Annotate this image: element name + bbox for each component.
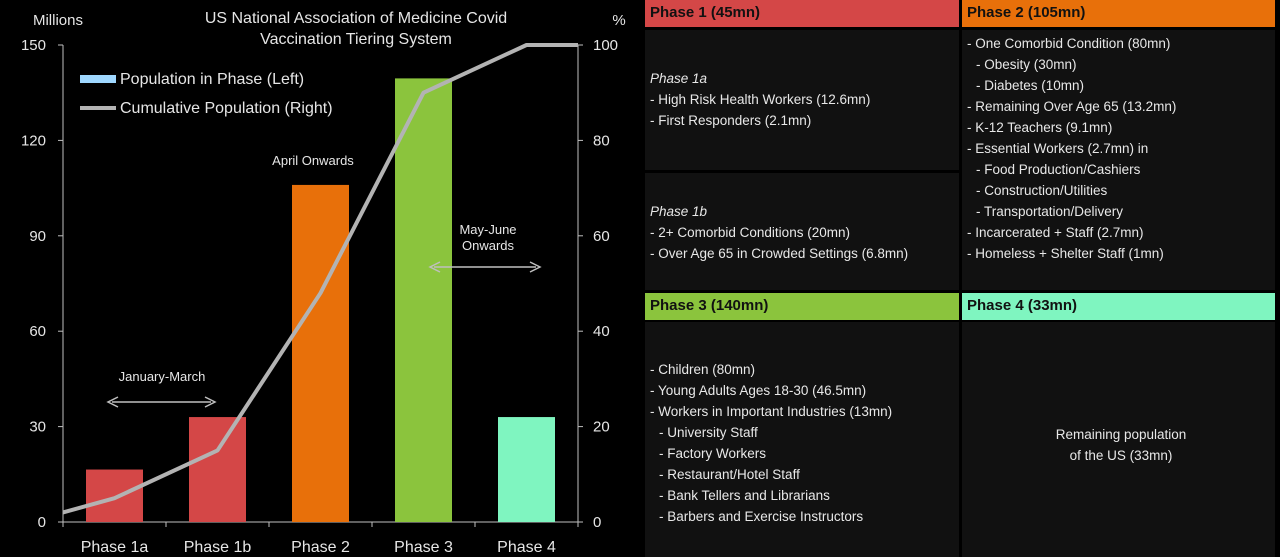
phase1-header-label: Phase 1 (45mn) — [650, 4, 761, 21]
list-item: - Barbers and Exercise Instructors — [659, 509, 864, 524]
x-tick-label: Phase 1a — [81, 539, 149, 556]
phase-table: Phase 1 (45mn) Phase 2 (105mn) Phase 1a … — [645, 0, 1280, 557]
list-item: - High Risk Health Workers (12.6mn) — [650, 92, 871, 107]
list-item: of the US (33mn) — [1069, 447, 1173, 463]
list-item: - Transportation/Delivery — [976, 204, 1124, 219]
list-item: - Bank Tellers and Librarians — [659, 488, 830, 503]
list-item: - Incarcerated + Staff (2.7mn) — [967, 225, 1144, 240]
annotation-jan-march: January-March — [119, 369, 206, 384]
right-axis-label: % — [612, 12, 625, 29]
list-item: - Factory Workers — [659, 446, 767, 461]
legend-swatch-population — [80, 75, 116, 83]
bar-phase-4 — [498, 417, 555, 522]
list-item: - One Comorbid Condition (80mn) — [967, 36, 1171, 51]
list-item: - First Responders (2.1mn) — [650, 113, 812, 128]
legend-label-population: Population in Phase (Left) — [120, 71, 304, 88]
list-item: Remaining population — [1055, 426, 1187, 442]
list-item: - Construction/Utilities — [976, 183, 1108, 198]
left-tick-label: 60 — [29, 323, 46, 340]
right-tick-label: 100 — [593, 37, 618, 54]
bar-phase-3 — [395, 78, 452, 522]
annotation-may-june: Onwards — [462, 238, 515, 253]
list-item: - K-12 Teachers (9.1mn) — [967, 120, 1113, 135]
list-item: - Restaurant/Hotel Staff — [659, 467, 800, 482]
phase4-header: Phase 4 (33mn) — [962, 293, 1275, 320]
left-tick-label: 90 — [29, 228, 46, 245]
phase1b-cell: Phase 1b - 2+ Comorbid Conditions (20mn)… — [645, 173, 959, 290]
phase1a-title: Phase 1a — [650, 71, 708, 86]
right-tick-label: 20 — [593, 419, 610, 436]
right-tick-label: 0 — [593, 514, 601, 531]
vaccination-chart: US National Association of Medicine Covi… — [21, 10, 626, 556]
list-item: - Food Production/Cashiers — [976, 162, 1141, 177]
legend-label-cumulative: Cumulative Population (Right) — [120, 100, 333, 117]
list-item: - Workers in Important Industries (13mn) — [650, 404, 893, 419]
phase2-list: - One Comorbid Condition (80mn) - Obesity… — [967, 33, 1275, 264]
arrow-head-right — [204, 396, 217, 408]
list-item: - Over Age 65 in Crowded Settings (6.8mn… — [650, 246, 909, 261]
left-axis-label: Millions — [33, 12, 83, 29]
phase3-header-label: Phase 3 (140mn) — [650, 297, 769, 314]
list-item: - Diabetes (10mn) — [976, 78, 1085, 93]
left-tick-label: 150 — [21, 37, 46, 54]
phase1a-cell: Phase 1a - High Risk Health Workers (12.… — [645, 30, 959, 170]
phase4-header-label: Phase 4 (33mn) — [967, 297, 1078, 314]
list-item: - Obesity (30mn) — [976, 57, 1077, 72]
phase4-text: Remaining population of the US (33mn) — [1056, 424, 1187, 466]
x-tick-label: Phase 3 — [394, 539, 453, 556]
list-item: - Children (80mn) — [650, 362, 756, 377]
phase3-list: - Children (80mn) - Young Adults Ages 18-… — [650, 359, 959, 527]
phase2-header-label: Phase 2 (105mn) — [967, 4, 1086, 21]
chart-panel: US National Association of Medicine Covi… — [20, 10, 626, 556]
phase3-header: Phase 3 (140mn) — [645, 293, 959, 320]
left-tick-label: 120 — [21, 132, 46, 149]
phase2-cell: - One Comorbid Condition (80mn) - Obesity… — [962, 30, 1275, 290]
list-item: - Essential Workers (2.7mn) in — [967, 141, 1149, 156]
phase4-cell: Remaining population of the US (33mn) — [962, 322, 1275, 557]
phase1a-list: - High Risk Health Workers (12.6mn) - Fir… — [650, 89, 959, 131]
phase1-header: Phase 1 (45mn) — [645, 0, 959, 27]
phase2-header: Phase 2 (105mn) — [962, 0, 1275, 27]
right-tick-label: 40 — [593, 323, 610, 340]
chart-title: Vaccination Tiering System — [260, 31, 452, 48]
x-tick-label: Phase 2 — [291, 539, 350, 556]
cumulative-line — [62, 43, 578, 515]
left-tick-label: 30 — [29, 419, 46, 436]
arrow-head-right — [529, 261, 542, 273]
list-item: - Homeless + Shelter Staff (1mn) — [967, 246, 1164, 261]
list-item: - Young Adults Ages 18-30 (46.5mn) — [650, 383, 867, 398]
phase3-cell: - Children (80mn) - Young Adults Ages 18-… — [645, 322, 959, 557]
list-item: - 2+ Comorbid Conditions (20mn) — [650, 225, 850, 240]
chart-title: US National Association of Medicine Covi… — [205, 10, 507, 27]
arrow-head-left — [428, 261, 441, 273]
bar-phase-2 — [292, 184, 349, 523]
list-item: - University Staff — [659, 425, 758, 440]
bar-phase-1b — [189, 417, 246, 522]
list-item: - Remaining Over Age 65 (13.2mn) — [967, 99, 1177, 114]
left-tick-label: 0 — [38, 514, 46, 531]
arrow-head-left — [106, 396, 119, 408]
annotation-april: April Onwards — [272, 153, 354, 168]
right-tick-label: 80 — [593, 132, 610, 149]
annotation-may-june: May-June — [459, 222, 516, 237]
phase1b-list: - 2+ Comorbid Conditions (20mn) - Over Ag… — [650, 222, 959, 264]
x-tick-label: Phase 1b — [184, 539, 252, 556]
bar-phase-1a — [86, 469, 143, 522]
phase1b-title: Phase 1b — [650, 204, 708, 219]
right-tick-label: 60 — [593, 228, 610, 245]
x-tick-label: Phase 4 — [497, 539, 556, 556]
